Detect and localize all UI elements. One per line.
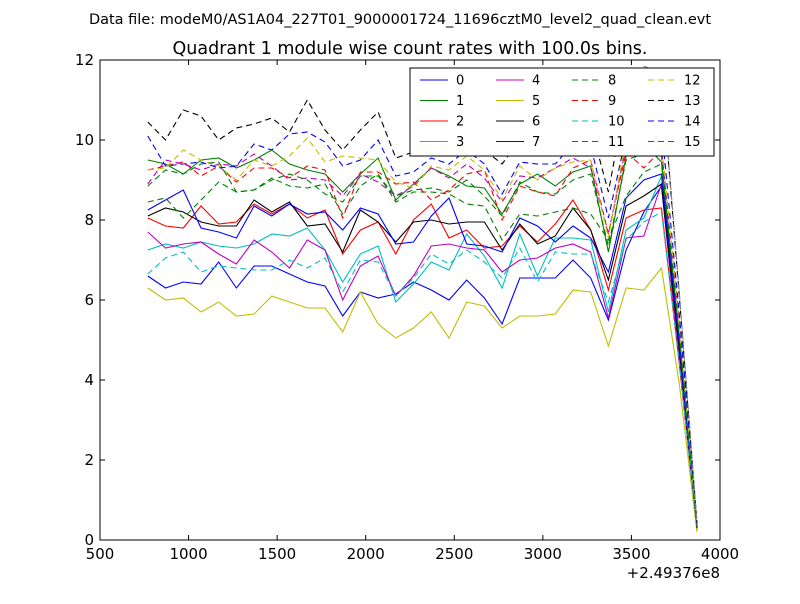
legend-label: 12 [684,74,701,89]
series-line-10 [147,211,698,529]
legend-item: 10 [572,115,625,130]
y-tick-label: 2 [84,451,94,469]
x-tick-label: 3500 [612,545,650,563]
legend-label: 2 [456,115,464,130]
legend-item: 2 [420,115,464,130]
y-tick-label: 10 [75,131,94,149]
series-line-6 [147,183,698,529]
y-tick-label: 6 [84,291,94,309]
series-line-12 [147,123,698,527]
series-line-0 [147,184,698,531]
legend-label: 11 [608,135,625,150]
series-line-11 [147,145,698,527]
legend-label: 5 [532,94,540,109]
chart-title: Quadrant 1 module wise count rates with … [173,39,648,59]
x-tick-label: 4000 [701,545,739,563]
legend-item: 8 [572,74,616,89]
legend-label: 14 [684,115,701,130]
series-line-4 [147,183,698,531]
x-tick-label: 500 [86,545,115,563]
legend-item: 5 [496,94,540,109]
series-line-8 [147,163,698,527]
series-line-7 [147,173,698,527]
legend-item: 12 [648,74,701,89]
legend-item: 13 [648,94,701,109]
legend-label: 15 [684,135,701,150]
legend-item: 1 [420,94,464,109]
x-tick-label: 2500 [435,545,473,563]
x-tick-label: 1000 [169,545,207,563]
x-offset-label: +2.49376e8 [627,564,720,582]
legend-item: 14 [648,115,701,130]
legend-label: 4 [532,74,540,89]
legend-item: 9 [572,94,616,109]
y-tick-label: 12 [75,51,94,69]
legend-label: 3 [456,135,464,150]
series-line-1 [147,143,698,529]
legend-label: 1 [456,94,464,109]
series-line-2 [147,199,698,529]
x-tick-label: 3000 [524,545,562,563]
y-tick-label: 4 [84,371,94,389]
legend-label: 10 [608,115,625,130]
series-line-9 [147,148,698,527]
data-file-header: Data file: modeM0/AS1A04_227T01_90000017… [89,12,711,28]
legend-label: 0 [456,74,464,89]
legend-label: 7 [532,135,540,150]
legend-item: 4 [496,74,540,89]
legend-item: 11 [572,135,625,150]
series-line-extra-16 [643,65,698,523]
series-line-14 [147,125,698,525]
legend-label: 6 [532,115,540,130]
y-tick-label: 8 [84,211,94,229]
legend-item: 15 [648,135,701,150]
legend-label: 8 [608,74,616,89]
legend-item: 6 [496,115,540,130]
legend-label: 9 [608,94,616,109]
x-tick-label: 2000 [347,545,385,563]
series-line-3 [147,175,698,529]
series-line-5 [147,266,698,533]
legend-item: 7 [496,135,540,150]
legend-label: 13 [684,94,701,109]
y-tick-label: 0 [84,531,94,549]
legend-item: 0 [420,74,464,89]
series-line-15 [147,153,698,527]
legend-item: 3 [420,135,464,150]
x-tick-label: 1500 [258,545,296,563]
